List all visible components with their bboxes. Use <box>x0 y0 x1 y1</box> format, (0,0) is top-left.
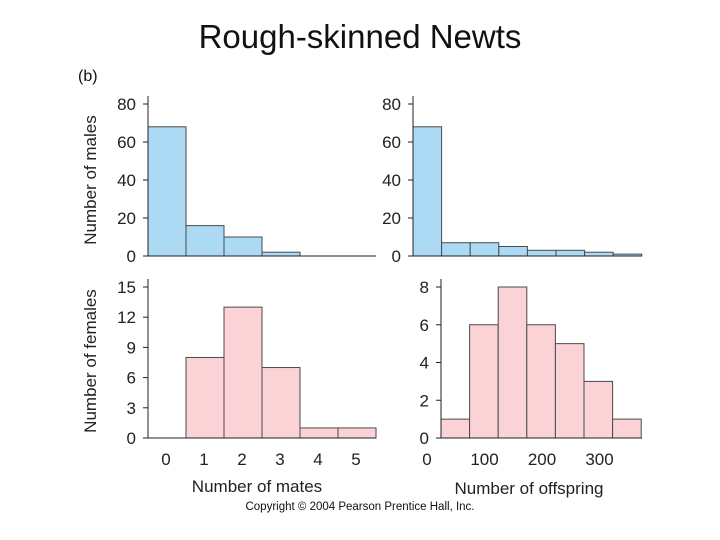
y-tick-label: 8 <box>420 278 429 297</box>
y-tick-label: 12 <box>117 308 136 327</box>
copyright-notice: Copyright © 2004 Pearson Prentice Hall, … <box>245 501 475 513</box>
x-tick-label: 3 <box>275 450 284 469</box>
xlabel-offspring: Number of offspring <box>455 479 604 498</box>
x-tick-label: 200 <box>528 450 556 469</box>
y-tick-label: 6 <box>127 369 136 388</box>
histogram-bar <box>498 246 528 257</box>
histogram-bar <box>261 251 301 257</box>
histogram-bar <box>223 236 263 257</box>
y-tick-label: 40 <box>117 171 136 190</box>
y-tick-label: 9 <box>127 338 136 357</box>
histogram-bar <box>526 324 556 439</box>
histogram-bar <box>185 356 225 439</box>
x-tick-label: 4 <box>313 450 322 469</box>
y-tick-label: 15 <box>117 278 136 297</box>
xlabel-mates: Number of mates <box>192 477 322 496</box>
y-tick-label: 20 <box>382 209 401 228</box>
y-tick-label: 60 <box>382 133 401 152</box>
y-tick-label: 0 <box>127 429 136 448</box>
x-tick-label: 2 <box>237 450 246 469</box>
y-tick-label: 0 <box>420 429 429 448</box>
histogram-bar <box>583 380 614 439</box>
panel-label: (b) <box>78 68 98 85</box>
histogram-bar <box>584 251 614 257</box>
y-tick-label: 0 <box>127 247 136 266</box>
histogram-bar <box>497 286 528 439</box>
histogram-bar <box>555 249 586 257</box>
y-tick-label: 4 <box>420 354 429 373</box>
y-tick-label: 0 <box>392 247 401 266</box>
histogram-bar <box>223 306 263 439</box>
ylabel-males: Number of males <box>81 115 100 244</box>
histogram-bar <box>337 427 377 439</box>
y-tick-label: 20 <box>117 209 136 228</box>
histogram-bar <box>299 427 339 439</box>
histogram-bar <box>412 126 443 257</box>
chart-males-mates: 80 60 40 20 0 <box>117 95 376 266</box>
y-tick-label: 2 <box>420 391 429 410</box>
y-tick-label: 3 <box>127 399 136 418</box>
x-tick-label: 300 <box>585 450 613 469</box>
x-tick-label: 1 <box>199 450 208 469</box>
histogram-bar <box>441 242 471 257</box>
y-tick-label: 60 <box>117 133 136 152</box>
histogram-bar <box>261 367 301 439</box>
histogram-bar <box>469 242 500 257</box>
histogram-bar <box>185 225 225 257</box>
histogram-bar <box>612 418 642 439</box>
histogram-bar <box>147 126 187 257</box>
x-tick-label: 100 <box>470 450 498 469</box>
chart-males-offspring: 80 60 40 20 0 <box>382 95 643 266</box>
y-tick-label: 80 <box>117 95 136 114</box>
histogram-bar <box>440 418 471 439</box>
y-tick-label: 80 <box>382 95 401 114</box>
histogram-bar <box>469 324 499 439</box>
ylabel-females: Number of females <box>81 289 100 433</box>
x-tick-label: 5 <box>351 450 360 469</box>
histogram-bar <box>554 343 585 439</box>
x-tick-label: 0 <box>422 450 431 469</box>
y-tick-label: 40 <box>382 171 401 190</box>
y-tick-label: 6 <box>420 316 429 335</box>
histogram-bar <box>526 249 557 257</box>
slide-title: Rough-skinned Newts <box>198 18 522 55</box>
x-tick-label: 0 <box>161 450 170 469</box>
